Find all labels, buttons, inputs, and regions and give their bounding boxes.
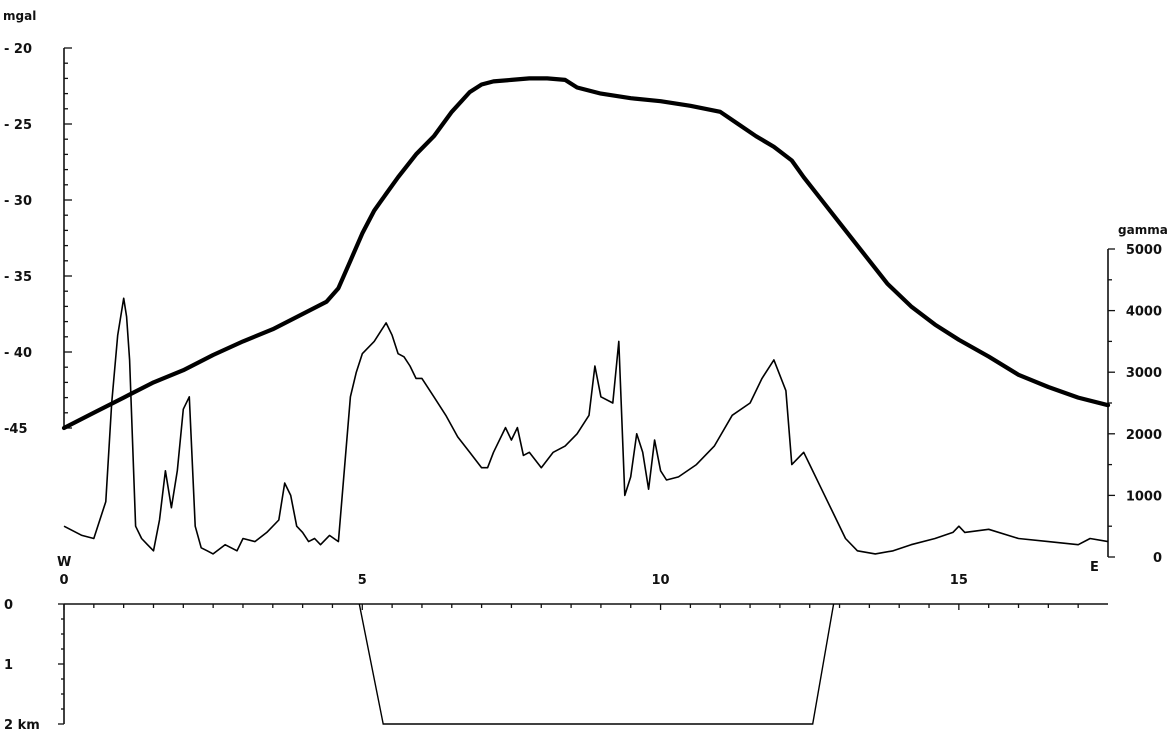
gravity-y-ticks: - 20 - 25 - 30 - 35 - 40 -45 [4, 42, 72, 437]
gravity-y-tick-label: - 35 [4, 270, 32, 285]
basin-outline [358, 603, 835, 725]
gravity-y-tick-label: - 40 [4, 346, 32, 361]
gravity-magnetic-panel: mgal - 20- 25- 30- 35- 40-45 gamma 01000… [3, 9, 1168, 610]
west-label: W [57, 555, 71, 570]
gravity-anomaly-line [61, 76, 1111, 431]
gravity-unit-label: mgal [3, 9, 36, 23]
magnetic-y-tick-label: 1000 [1126, 489, 1162, 504]
magnetic-y-tick-label: 4000 [1126, 305, 1162, 320]
gravity-y-tick-label: - 25 [4, 118, 32, 133]
x-tick-label: 0 [59, 573, 68, 588]
magnetic-y-tick-label: 5000 [1126, 243, 1162, 258]
depth-y-tick-label: 0 [4, 598, 13, 613]
depth-y-ticks: 0 1 2 km [4, 598, 64, 733]
magnetic-anomaly-line [63, 297, 1109, 555]
gravity-y-tick-label: -45 [4, 422, 28, 437]
magnetic-y-tick-label: 2000 [1126, 428, 1162, 443]
magnetic-y-ticks: 0 1000 2000 3000 4000 5000 [1108, 243, 1162, 566]
east-label: E [1090, 560, 1099, 575]
magnetic-unit-label: gamma [1118, 223, 1168, 237]
magnetic-y-tick-label: 3000 [1126, 366, 1162, 381]
depth-y-tick-label: 2 km [4, 718, 40, 733]
depth-y-tick-label: 1 [4, 658, 13, 673]
x-tick-label: 5 [358, 573, 367, 588]
gravity-y-tick-label: - 30 [4, 194, 32, 209]
x-tick-label: 10 [652, 573, 670, 588]
depth-section-panel: 0 1 2 km [4, 598, 1108, 733]
x-tick-label: 15 [950, 573, 968, 588]
gravity-y-tick-label: - 20 [4, 42, 32, 57]
magnetic-y-tick-label: 0 [1153, 551, 1162, 566]
